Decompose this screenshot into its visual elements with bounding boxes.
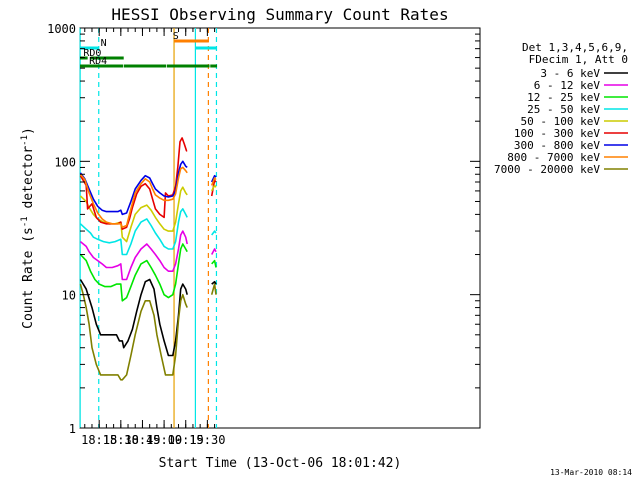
y-tick-label-10: 10 [62,289,76,303]
vertical-markers [79,28,218,428]
y-label-exp-1: -1 [20,216,30,227]
flag-label-n: N [101,38,107,49]
series-line-25-50-kev [79,208,188,256]
series-line-800-7000-kev [79,166,188,229]
series-line-3-6-kev [79,278,188,357]
y-tick-label-1: 1 [69,422,76,436]
flag-label-rd0: RD0 [83,48,101,59]
series-line-12-25-kev [79,243,188,302]
flag-label-s: S [173,31,179,42]
x-tick-label-19-30: 19:30 [189,433,225,447]
series-line-after-gap-0 [210,283,217,295]
legend-label-50-100-kev: 50 - 100 keV [521,115,601,128]
flag-label-rd4: RD4 [89,56,107,67]
legend-label-7000-20000-kev: 7000 - 20000 keV [494,163,600,176]
footer-timestamp: 13-Mar-2010 08:14 [550,468,632,477]
series-line-after-gap-1 [211,259,217,268]
series-line-after-gap-2 [210,248,217,255]
series-line-after-gap-4 [211,280,217,285]
series-line-6-12-kev [79,230,188,281]
legend-label-6-12-kev: 6 - 12 keV [534,79,601,92]
legend: Det 1,3,4,5,6,9, FDecim 1, Att 0 3 - 6 k… [494,41,628,176]
x-tick-label-19-00: 19:00 [146,433,182,447]
series-line-after-gap-7 [210,174,217,183]
legend-label-300-800-kev: 300 - 800 keV [514,139,600,152]
y-tick-label-1000: 1000 [47,22,76,36]
y-tick-label-100: 100 [54,155,76,169]
series-line-after-gap-6 [210,184,217,192]
y-label-mid: detector [21,146,36,217]
legend-header-1: Det 1,3,4,5,6,9, [522,41,628,54]
y-label-end: ) [21,127,36,135]
legend-header-2: FDecim 1, Att 0 [529,53,628,66]
series-line-100-300-kev [79,137,188,230]
x-tick-label-18-30: 18:30 [103,433,139,447]
x-tick-label-18-15: 18:15 [81,433,117,447]
y-axis-label: Count Rate (s-1 detector-1) [20,127,36,329]
series-line-after-gap-5 [210,179,217,197]
legend-label-25-50-kev: 25 - 50 keV [527,103,600,116]
y-label-exp-2: -1 [20,135,30,146]
series-line-7000-20000-kev [79,283,188,381]
y-label-main: Count Rate (s [21,227,36,329]
x-tick-label-18-45: 18:45 [124,433,160,447]
legend-label-800-7000-kev: 800 - 7000 keV [507,151,600,164]
chart-title: HESSI Observing Summary Count Rates [111,5,448,24]
x-tick-label-19-15: 19:15 [168,433,204,447]
series-line-after-gap-8 [210,177,217,186]
legend-label-100-300-kev: 100 - 300 keV [514,127,600,140]
legend-label-12-25-kev: 12 - 25 keV [527,91,600,104]
series-lines [79,137,217,381]
plot-frame [79,27,481,429]
series-line-after-gap-3 [211,230,217,236]
series-line-300-800-kev [79,160,188,216]
legend-label-3-6-kev: 3 - 6 keV [540,67,600,80]
x-axis-label: Start Time (13-Oct-06 18:01:42) [159,456,402,471]
